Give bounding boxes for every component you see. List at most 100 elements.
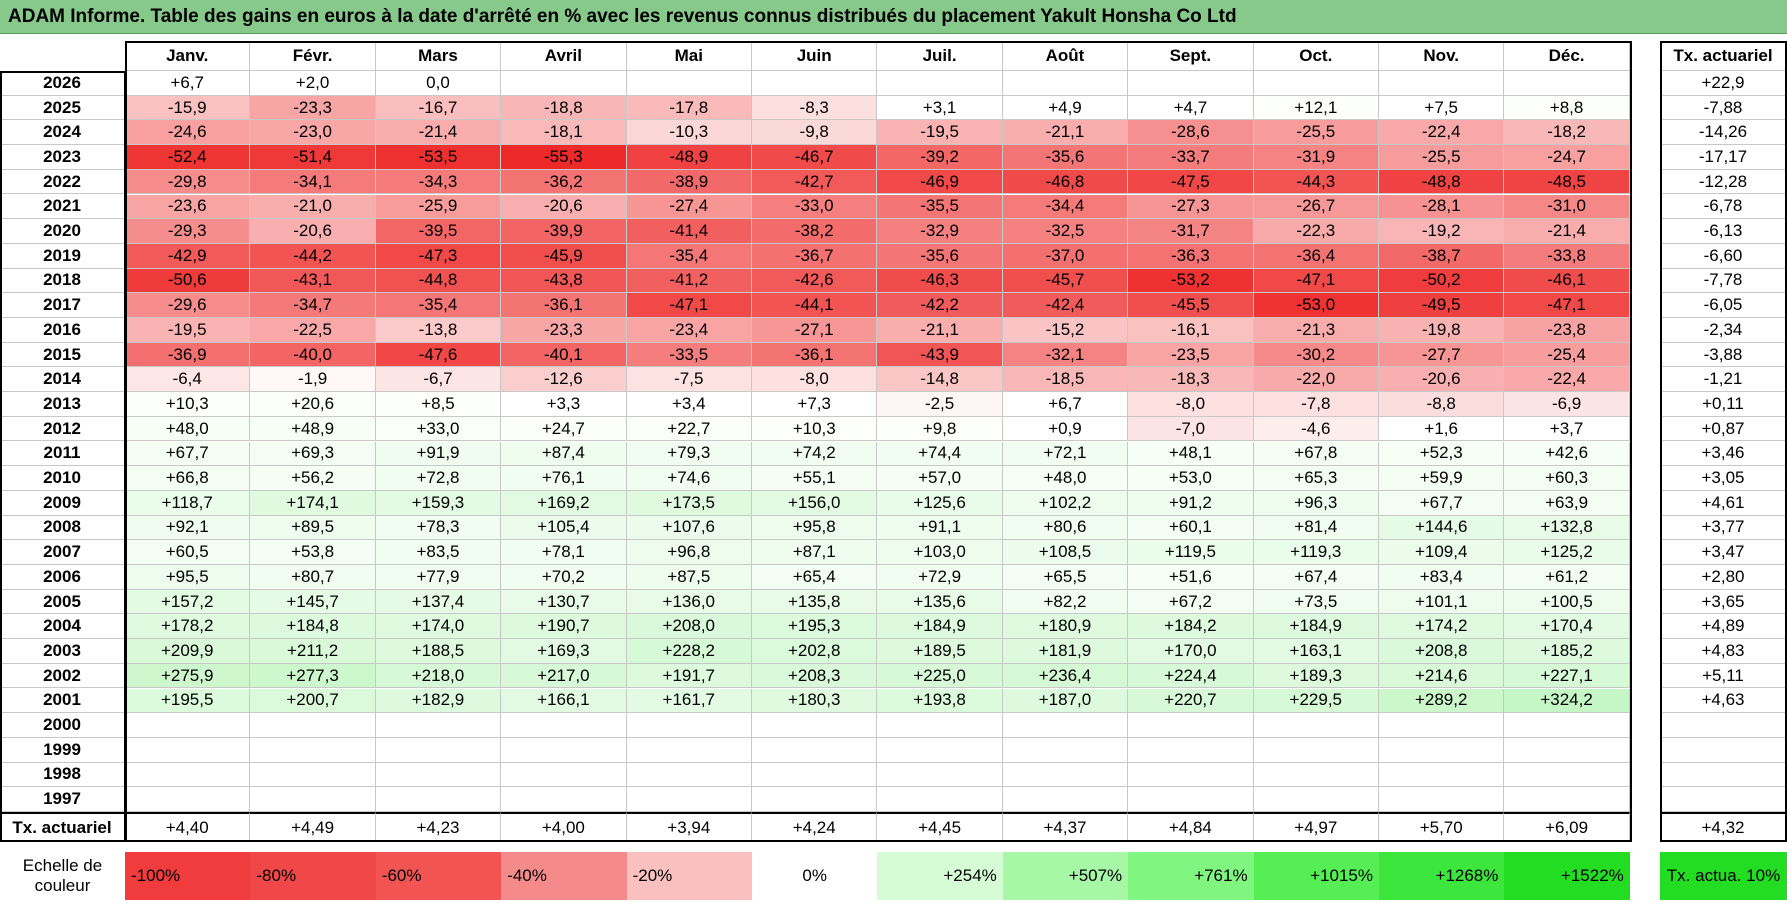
rate-cell: -1,21 — [1660, 367, 1787, 393]
gain-cell: +135,8 — [752, 589, 878, 615]
gain-cell: +214,6 — [1379, 663, 1505, 689]
gain-cell: -20,6 — [1379, 367, 1505, 393]
year-label: 2005 — [0, 589, 125, 615]
gain-cell — [877, 787, 1003, 812]
rate-cell: +3,47 — [1660, 540, 1787, 565]
gain-cell: +82,2 — [1002, 589, 1129, 615]
gain-cell — [877, 713, 1003, 738]
gain-cell: -34,3 — [375, 169, 502, 195]
gain-cell — [125, 713, 251, 738]
gain-cell — [1504, 762, 1630, 788]
gain-cell: +211,2 — [250, 639, 376, 664]
footer-label: Tx. actuariel — [0, 812, 125, 842]
gain-cell: -29,6 — [125, 293, 251, 318]
gain-cell: -33,7 — [1128, 145, 1254, 170]
gain-cell: +137,4 — [375, 589, 502, 615]
gain-cell: +184,9 — [877, 614, 1003, 640]
gain-cell: +188,5 — [375, 639, 502, 664]
gain-cell: +59,9 — [1379, 466, 1505, 491]
gain-cell — [1504, 713, 1630, 738]
gain-cell: -39,2 — [877, 145, 1003, 170]
gain-cell: -23,4 — [626, 318, 752, 343]
rate-cell — [1660, 787, 1787, 812]
rate-cell: +4,61 — [1660, 490, 1787, 516]
gain-cell: +185,2 — [1504, 639, 1630, 664]
gain-cell: +6,7 — [125, 71, 251, 96]
gain-cell: +3,7 — [1504, 416, 1630, 442]
gain-cell: -36,7 — [752, 243, 878, 269]
rate-cell: -2,34 — [1660, 318, 1787, 343]
rate-cell: -3,88 — [1660, 342, 1787, 368]
gain-cell: +163,1 — [1253, 639, 1379, 664]
gain-cell — [501, 737, 627, 763]
gain-cell: +87,1 — [752, 540, 878, 565]
gain-cell — [1253, 737, 1379, 763]
rate-cell: -7,78 — [1660, 268, 1787, 294]
gain-cell: -42,9 — [125, 243, 251, 269]
gain-cell — [1504, 787, 1630, 812]
gain-cell — [250, 762, 376, 788]
gain-cell: +95,5 — [125, 565, 251, 590]
gain-cell: +107,6 — [626, 515, 752, 541]
gain-cell: -47,3 — [375, 243, 502, 269]
gain-cell — [125, 762, 251, 788]
gain-cell: +48,0 — [1002, 466, 1129, 491]
gain-cell: -25,5 — [1253, 120, 1379, 146]
gain-cell: -24,6 — [125, 120, 251, 146]
gain-cell: +55,1 — [752, 466, 878, 491]
gain-cell: -44,1 — [752, 293, 878, 318]
gain-cell: +74,2 — [752, 441, 878, 467]
rate-cell — [1660, 762, 1787, 788]
gain-cell: +220,7 — [1128, 688, 1254, 714]
gain-cell: -50,2 — [1379, 268, 1505, 294]
gain-cell: +96,8 — [626, 540, 752, 565]
gain-cell: -29,8 — [125, 169, 251, 195]
gain-cell: +189,3 — [1253, 663, 1379, 689]
gain-cell: +170,0 — [1128, 639, 1254, 664]
rate-cell: +3,77 — [1660, 515, 1787, 541]
gain-cell: +66,8 — [125, 466, 251, 491]
scale-swatch: +761% — [1128, 852, 1254, 900]
gain-cell — [1379, 71, 1505, 96]
gain-cell: -45,7 — [1002, 268, 1129, 294]
gain-cell — [877, 737, 1003, 763]
gain-cell: +96,3 — [1253, 490, 1379, 516]
gain-cell: +190,7 — [501, 614, 627, 640]
gain-cell: +65,3 — [1253, 466, 1379, 491]
gain-cell: -40,0 — [250, 342, 376, 368]
gain-cell — [1504, 71, 1630, 96]
year-label: 2008 — [0, 515, 125, 541]
gain-cell: +67,7 — [125, 441, 251, 467]
gain-cell: +105,4 — [501, 515, 627, 541]
gain-cell: +67,2 — [1128, 589, 1254, 615]
year-label: 2016 — [0, 318, 125, 343]
gain-cell: -42,7 — [752, 169, 878, 195]
gain-cell: +61,2 — [1504, 565, 1630, 590]
gain-cell: -27,1 — [752, 318, 878, 343]
gain-cell: -8,3 — [752, 95, 878, 121]
gain-cell — [626, 787, 752, 812]
gain-cell: +224,4 — [1128, 663, 1254, 689]
gain-cell: +200,7 — [250, 688, 376, 714]
year-label: 2017 — [0, 293, 125, 318]
footer-cell: +4,23 — [375, 812, 502, 842]
gain-cell: +33,0 — [375, 416, 502, 442]
rate-cell: +0,87 — [1660, 416, 1787, 442]
gain-cell: +195,3 — [752, 614, 878, 640]
gain-cell: -20,6 — [501, 194, 627, 220]
gain-cell: -48,8 — [1379, 169, 1505, 195]
gain-cell: +74,4 — [877, 441, 1003, 467]
scale-swatch: +1015% — [1253, 852, 1379, 900]
gain-cell: -21,3 — [1253, 318, 1379, 343]
gain-cell — [375, 787, 502, 812]
gain-cell: -13,8 — [375, 318, 502, 343]
gain-cell: -4,6 — [1253, 416, 1379, 442]
gain-cell: -46,3 — [877, 268, 1003, 294]
gain-cell: -34,4 — [1002, 194, 1129, 220]
column-header: Août — [1002, 41, 1129, 71]
gain-cell: -26,7 — [1253, 194, 1379, 220]
gain-cell: +76,1 — [501, 466, 627, 491]
gain-cell — [1253, 713, 1379, 738]
scale-swatch: +1522% — [1504, 852, 1630, 900]
gain-cell: +42,6 — [1504, 441, 1630, 467]
